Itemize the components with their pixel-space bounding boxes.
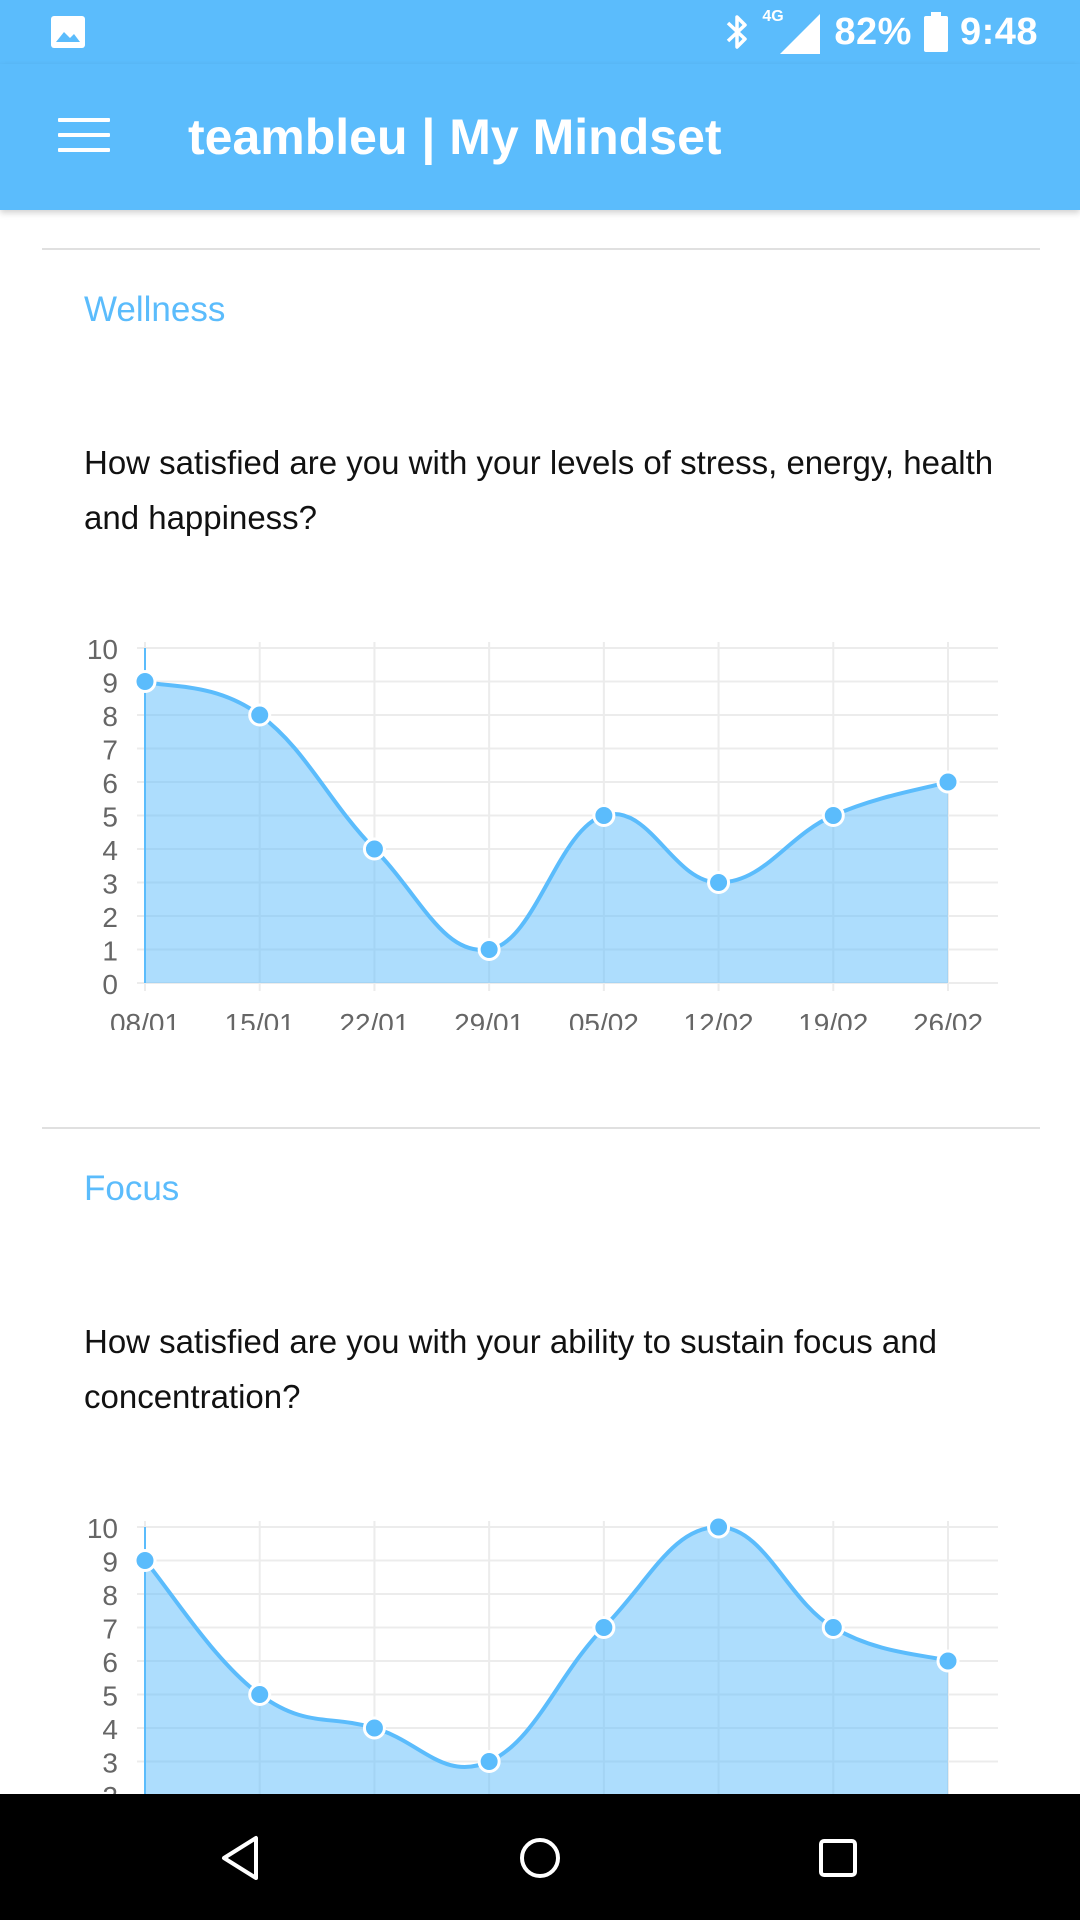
y-tick-label: 2 — [102, 1781, 118, 1794]
y-tick-label: 8 — [102, 701, 118, 732]
data-point — [592, 804, 616, 827]
data-point — [133, 670, 157, 693]
data-point — [936, 770, 960, 794]
data-point — [248, 1683, 272, 1706]
y-tick-label: 1 — [102, 936, 118, 967]
y-tick-label: 3 — [102, 1748, 118, 1779]
data-point — [133, 1549, 157, 1572]
data-point — [248, 703, 272, 727]
battery-icon — [923, 12, 948, 52]
y-tick-label: 3 — [102, 869, 118, 900]
area-fill — [145, 1527, 948, 1794]
focus-chart: 01234567891008/0115/0122/0129/0105/0212/… — [0, 1489, 1080, 1794]
x-tick-label: 29/01 — [454, 1008, 524, 1030]
x-tick-label: 26/02 — [913, 1008, 983, 1030]
y-tick-label: 10 — [87, 1513, 118, 1544]
data-point — [707, 1515, 731, 1539]
data-point — [821, 804, 845, 827]
x-tick-label: 08/01 — [110, 1008, 180, 1030]
y-tick-label: 0 — [102, 969, 118, 1000]
x-tick-label: 19/02 — [798, 1008, 868, 1030]
y-tick-label: 9 — [102, 1547, 118, 1578]
signal-icon — [780, 14, 821, 54]
data-point — [592, 1616, 616, 1639]
app-title: teambleu | My Mindset — [188, 109, 722, 165]
y-tick-label: 7 — [102, 1614, 118, 1645]
gallery-icon — [51, 16, 85, 48]
y-tick-label: 5 — [102, 802, 118, 833]
battery-percent: 82% — [834, 10, 912, 53]
bluetooth-icon — [727, 15, 748, 49]
status-bar: 4G 82% 9:48 — [0, 0, 1080, 64]
data-point — [821, 1616, 845, 1639]
y-tick-label: 6 — [102, 1647, 118, 1678]
y-tick-label: 4 — [102, 835, 118, 866]
y-tick-label: 9 — [102, 668, 118, 699]
data-point — [707, 871, 731, 894]
y-tick-label: 2 — [102, 902, 118, 933]
clock: 9:48 — [959, 10, 1038, 53]
section-title-focus: Focus — [84, 1169, 180, 1208]
app-bar: teambleu | My Mindset — [0, 64, 1080, 210]
home-icon[interactable] — [510, 1828, 570, 1888]
x-tick-label: 05/02 — [569, 1008, 639, 1030]
data-point — [362, 1716, 386, 1740]
x-tick-label: 22/01 — [339, 1008, 409, 1030]
data-point — [477, 1750, 501, 1773]
section-title-wellness: Wellness — [84, 290, 226, 329]
y-tick-label: 4 — [102, 1714, 118, 1745]
section-divider — [42, 1127, 1040, 1129]
question-focus: How satisfied are you with your ability … — [84, 1323, 937, 1415]
content-scroll[interactable]: Wellness How satisfied are you with your… — [0, 210, 1080, 1794]
y-tick-label: 8 — [102, 1580, 118, 1611]
y-tick-label: 5 — [102, 1681, 118, 1712]
question-wellness: How satisfied are you with your levels o… — [84, 444, 994, 536]
network-type: 4G — [762, 8, 784, 25]
signal-indicator: 4G — [762, 8, 822, 54]
menu-icon[interactable] — [58, 118, 110, 156]
wellness-chart: 0 1 2 3 4 5 6 7 8 9 10 08/01 15/01 22/01 29/01 05/02 12/… — [0, 610, 1080, 1030]
section-divider — [42, 248, 1040, 250]
y-tick-label: 10 — [87, 634, 118, 665]
recents-icon[interactable] — [808, 1828, 868, 1888]
x-tick-label: 15/01 — [225, 1008, 295, 1030]
series-line — [144, 679, 949, 952]
y-tick-label: 7 — [102, 735, 118, 766]
data-point — [477, 938, 501, 961]
navigation-bar — [0, 1794, 1080, 1920]
back-icon[interactable] — [212, 1828, 272, 1888]
y-tick-label: 6 — [102, 768, 118, 799]
data-point — [936, 1649, 960, 1673]
x-tick-label: 12/02 — [684, 1008, 754, 1030]
data-point — [362, 837, 386, 861]
area-fill — [145, 681, 948, 983]
